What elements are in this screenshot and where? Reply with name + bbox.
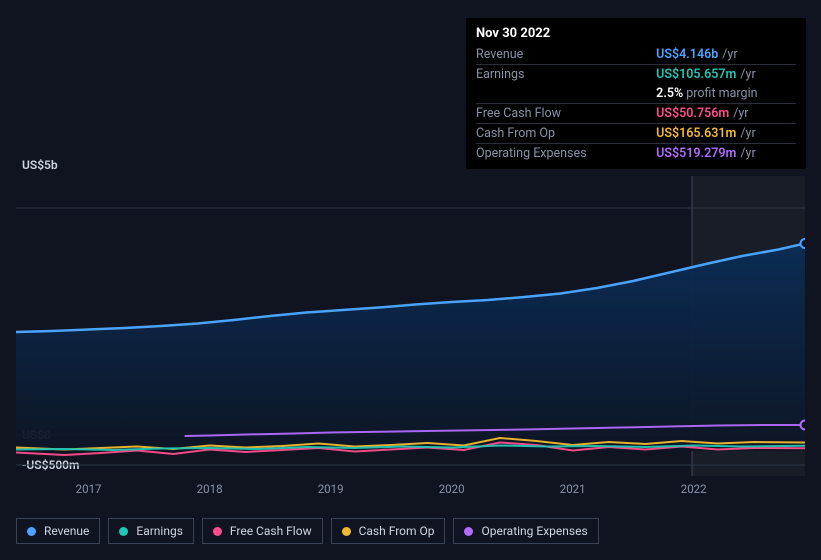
- legend-item[interactable]: Revenue: [16, 518, 100, 544]
- x-axis-labels: 2017 2018 2019 2020 2021 2022: [16, 482, 805, 502]
- legend-label: Cash From Op: [359, 524, 435, 538]
- tooltip-row-label: Earnings: [476, 65, 656, 85]
- legend-item[interactable]: Free Cash Flow: [202, 518, 323, 544]
- legend-swatch: [464, 527, 473, 536]
- tooltip-row-value: US$105.657m/yr: [656, 65, 796, 85]
- tooltip-date: Nov 30 2022: [476, 26, 796, 41]
- x-axis-tick-label: 2018: [197, 482, 223, 496]
- chart-tooltip: Nov 30 2022 RevenueUS$4.146b/yrEarningsU…: [466, 18, 806, 169]
- y-axis-tick-label: US$5b: [22, 158, 58, 172]
- legend-label: Free Cash Flow: [230, 524, 312, 538]
- legend-swatch: [342, 527, 351, 536]
- legend-swatch: [119, 527, 128, 536]
- chart-legend: Revenue Earnings Free Cash Flow Cash From O…: [16, 518, 599, 544]
- x-axis-tick-label: 2022: [681, 482, 707, 496]
- tooltip-row-value: US$4.146b/yr: [656, 45, 796, 65]
- tooltip-row-value: US$165.631m/yr: [656, 124, 796, 144]
- legend-item[interactable]: Operating Expenses: [453, 518, 598, 544]
- legend-swatch: [213, 527, 222, 536]
- tooltip-row-label: Free Cash Flow: [476, 104, 656, 124]
- legend-label: Operating Expenses: [481, 524, 587, 538]
- tooltip-profit-margin: 2.5% profit margin: [656, 84, 796, 104]
- tooltip-row-value: US$50.756m/yr: [656, 104, 796, 124]
- legend-label: Revenue: [44, 524, 89, 538]
- legend-item[interactable]: Earnings: [108, 518, 194, 544]
- x-axis-tick-label: 2021: [560, 482, 586, 496]
- tooltip-table: RevenueUS$4.146b/yrEarningsUS$105.657m/y…: [476, 45, 796, 163]
- tooltip-row-label: Operating Expenses: [476, 144, 656, 164]
- x-axis-tick-label: 2017: [76, 482, 102, 496]
- legend-swatch: [27, 527, 36, 536]
- tooltip-row-label: Revenue: [476, 45, 656, 65]
- x-axis-tick-label: 2020: [439, 482, 465, 496]
- tooltip-row-label: Cash From Op: [476, 124, 656, 144]
- financial-chart-panel: { "colors": { "background": "#0f1420", "…: [0, 0, 821, 560]
- line-area-chart[interactable]: [16, 176, 805, 476]
- legend-item[interactable]: Cash From Op: [331, 518, 446, 544]
- x-axis-tick-label: 2019: [318, 482, 344, 496]
- legend-label: Earnings: [136, 524, 183, 538]
- tooltip-row-value: US$519.279m/yr: [656, 144, 796, 164]
